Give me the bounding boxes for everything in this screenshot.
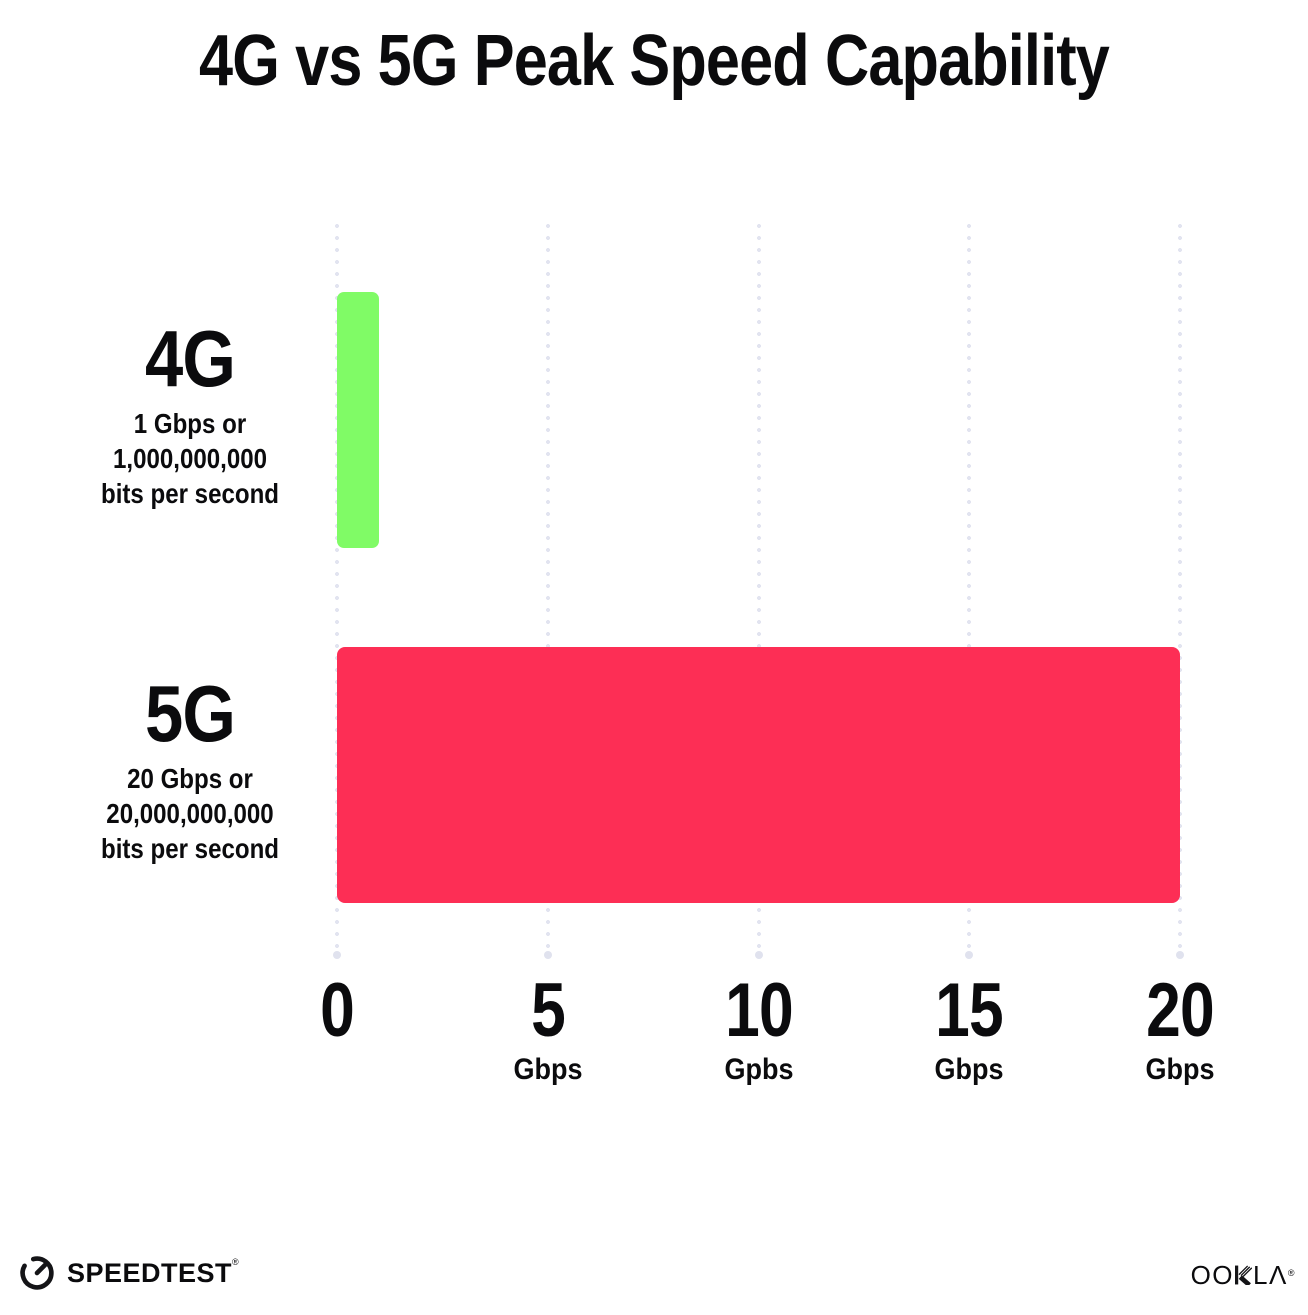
speedometer-gauge-icon — [16, 1252, 58, 1294]
trademark-symbol: ® — [1287, 1267, 1296, 1278]
tick-number: 5 — [530, 968, 566, 1053]
category-description-4g: 1 Gbps or 1,000,000,000 bits per second — [52, 406, 327, 511]
tick-unit: Gbps — [1145, 1053, 1215, 1086]
gridline-0 — [333, 224, 341, 959]
row-label-4g: 4G 1 Gbps or 1,000,000,000 bits per seco… — [52, 319, 327, 511]
x-tick-15: 15 Gbps — [819, 972, 1119, 1085]
x-tick-20: 20 Gbps — [1030, 972, 1308, 1085]
speedtest-logo: SPEEDTEST® — [16, 1252, 239, 1294]
ookla-hatched-k-icon — [1235, 1265, 1253, 1285]
x-tick-10: 10 Gpbs — [609, 972, 909, 1085]
gridline-15 — [965, 224, 974, 959]
x-tick-0: 0 — [187, 972, 487, 1055]
category-label-5g: 5G — [144, 669, 236, 758]
description-line: 20,000,000,000 — [106, 798, 274, 829]
speedtest-wordmark: SPEEDTEST® — [67, 1256, 240, 1288]
description-line: 1,000,000,000 — [113, 443, 267, 474]
gridline-5 — [543, 224, 552, 959]
ookla-wordmark: OO LΛ ® — [1191, 1262, 1296, 1288]
row-label-5g: 5G 20 Gbps or 20,000,000,000 bits per se… — [52, 674, 327, 866]
gridline-20 — [1176, 224, 1184, 959]
trademark-symbol: ® — [232, 1256, 240, 1267]
category-label-4g: 4G — [144, 314, 236, 403]
tick-unit: Gbps — [513, 1053, 583, 1086]
tick-number: 15 — [935, 968, 1004, 1053]
chart-title: 4G vs 5G Peak Speed Capability — [199, 21, 1110, 101]
category-description-5g: 20 Gbps or 20,000,000,000 bits per secon… — [52, 761, 327, 866]
description-line: 20 Gbps or — [127, 763, 253, 794]
gridline-10 — [754, 224, 763, 959]
tick-number: 20 — [1146, 968, 1215, 1053]
description-line: bits per second — [101, 478, 279, 509]
ookla-letters-la: LΛ — [1253, 1260, 1288, 1290]
x-tick-5: 5 Gbps — [398, 972, 698, 1085]
ookla-logo: OO LΛ ® — [1191, 1262, 1296, 1288]
tick-number: 10 — [724, 968, 794, 1053]
tick-number: 0 — [320, 968, 355, 1053]
bar-4g — [337, 292, 380, 548]
ookla-letters-oo: OO — [1190, 1260, 1235, 1290]
tick-unit: Gbps — [934, 1053, 1004, 1086]
description-line: 1 Gbps or — [133, 408, 247, 439]
tick-unit: Gpbs — [723, 1053, 793, 1086]
bar-5g — [337, 647, 1180, 903]
description-line: bits per second — [101, 833, 279, 864]
